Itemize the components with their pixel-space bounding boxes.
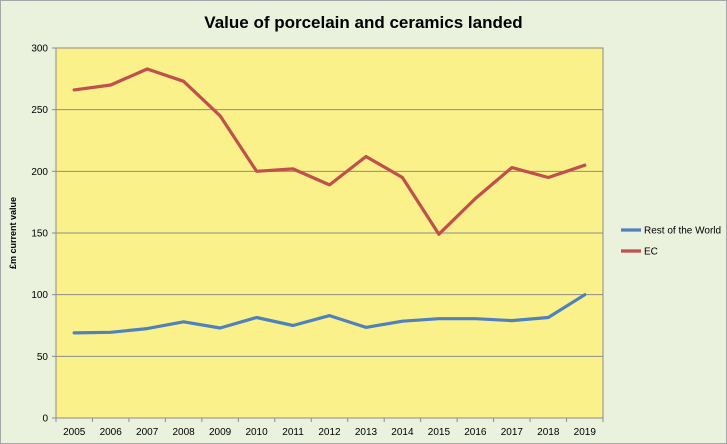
- x-tick-label: 2017: [501, 427, 524, 438]
- x-tick-label: 2011: [282, 427, 304, 438]
- y-tick-label: 0: [42, 414, 48, 425]
- y-tick-label: 150: [31, 229, 48, 240]
- x-tick-label: 2014: [391, 427, 414, 438]
- series-line-rest-of-the-world: [72, 293, 587, 335]
- x-tick-label: 2013: [355, 427, 378, 438]
- legend-label: EC: [644, 247, 658, 258]
- y-tick-label: 200: [31, 167, 48, 178]
- y-tick-label: 250: [31, 105, 48, 116]
- legend-label: Rest of the World: [644, 226, 721, 237]
- x-tick-label: 2018: [537, 427, 560, 438]
- x-tick-label: 2009: [209, 427, 232, 438]
- y-tick-label: 300: [31, 44, 48, 55]
- y-tick-label: 50: [37, 352, 49, 363]
- x-tick-label: 2007: [136, 427, 159, 438]
- x-tick-label: 2019: [574, 427, 597, 438]
- x-tick-label: 2006: [100, 427, 123, 438]
- x-tick-label: 2012: [318, 427, 341, 438]
- chart-title: Value of porcelain and ceramics landed: [204, 13, 523, 32]
- y-tick-label: 100: [31, 290, 48, 301]
- x-tick-label: 2010: [245, 427, 268, 438]
- x-tick-label: 2008: [173, 427, 196, 438]
- x-tick-label: 2005: [63, 427, 86, 438]
- x-tick-label: 2016: [464, 427, 487, 438]
- series-line-ec: [72, 67, 587, 236]
- y-axis-title: £m current value: [8, 197, 18, 269]
- x-tick-label: 2015: [428, 427, 451, 438]
